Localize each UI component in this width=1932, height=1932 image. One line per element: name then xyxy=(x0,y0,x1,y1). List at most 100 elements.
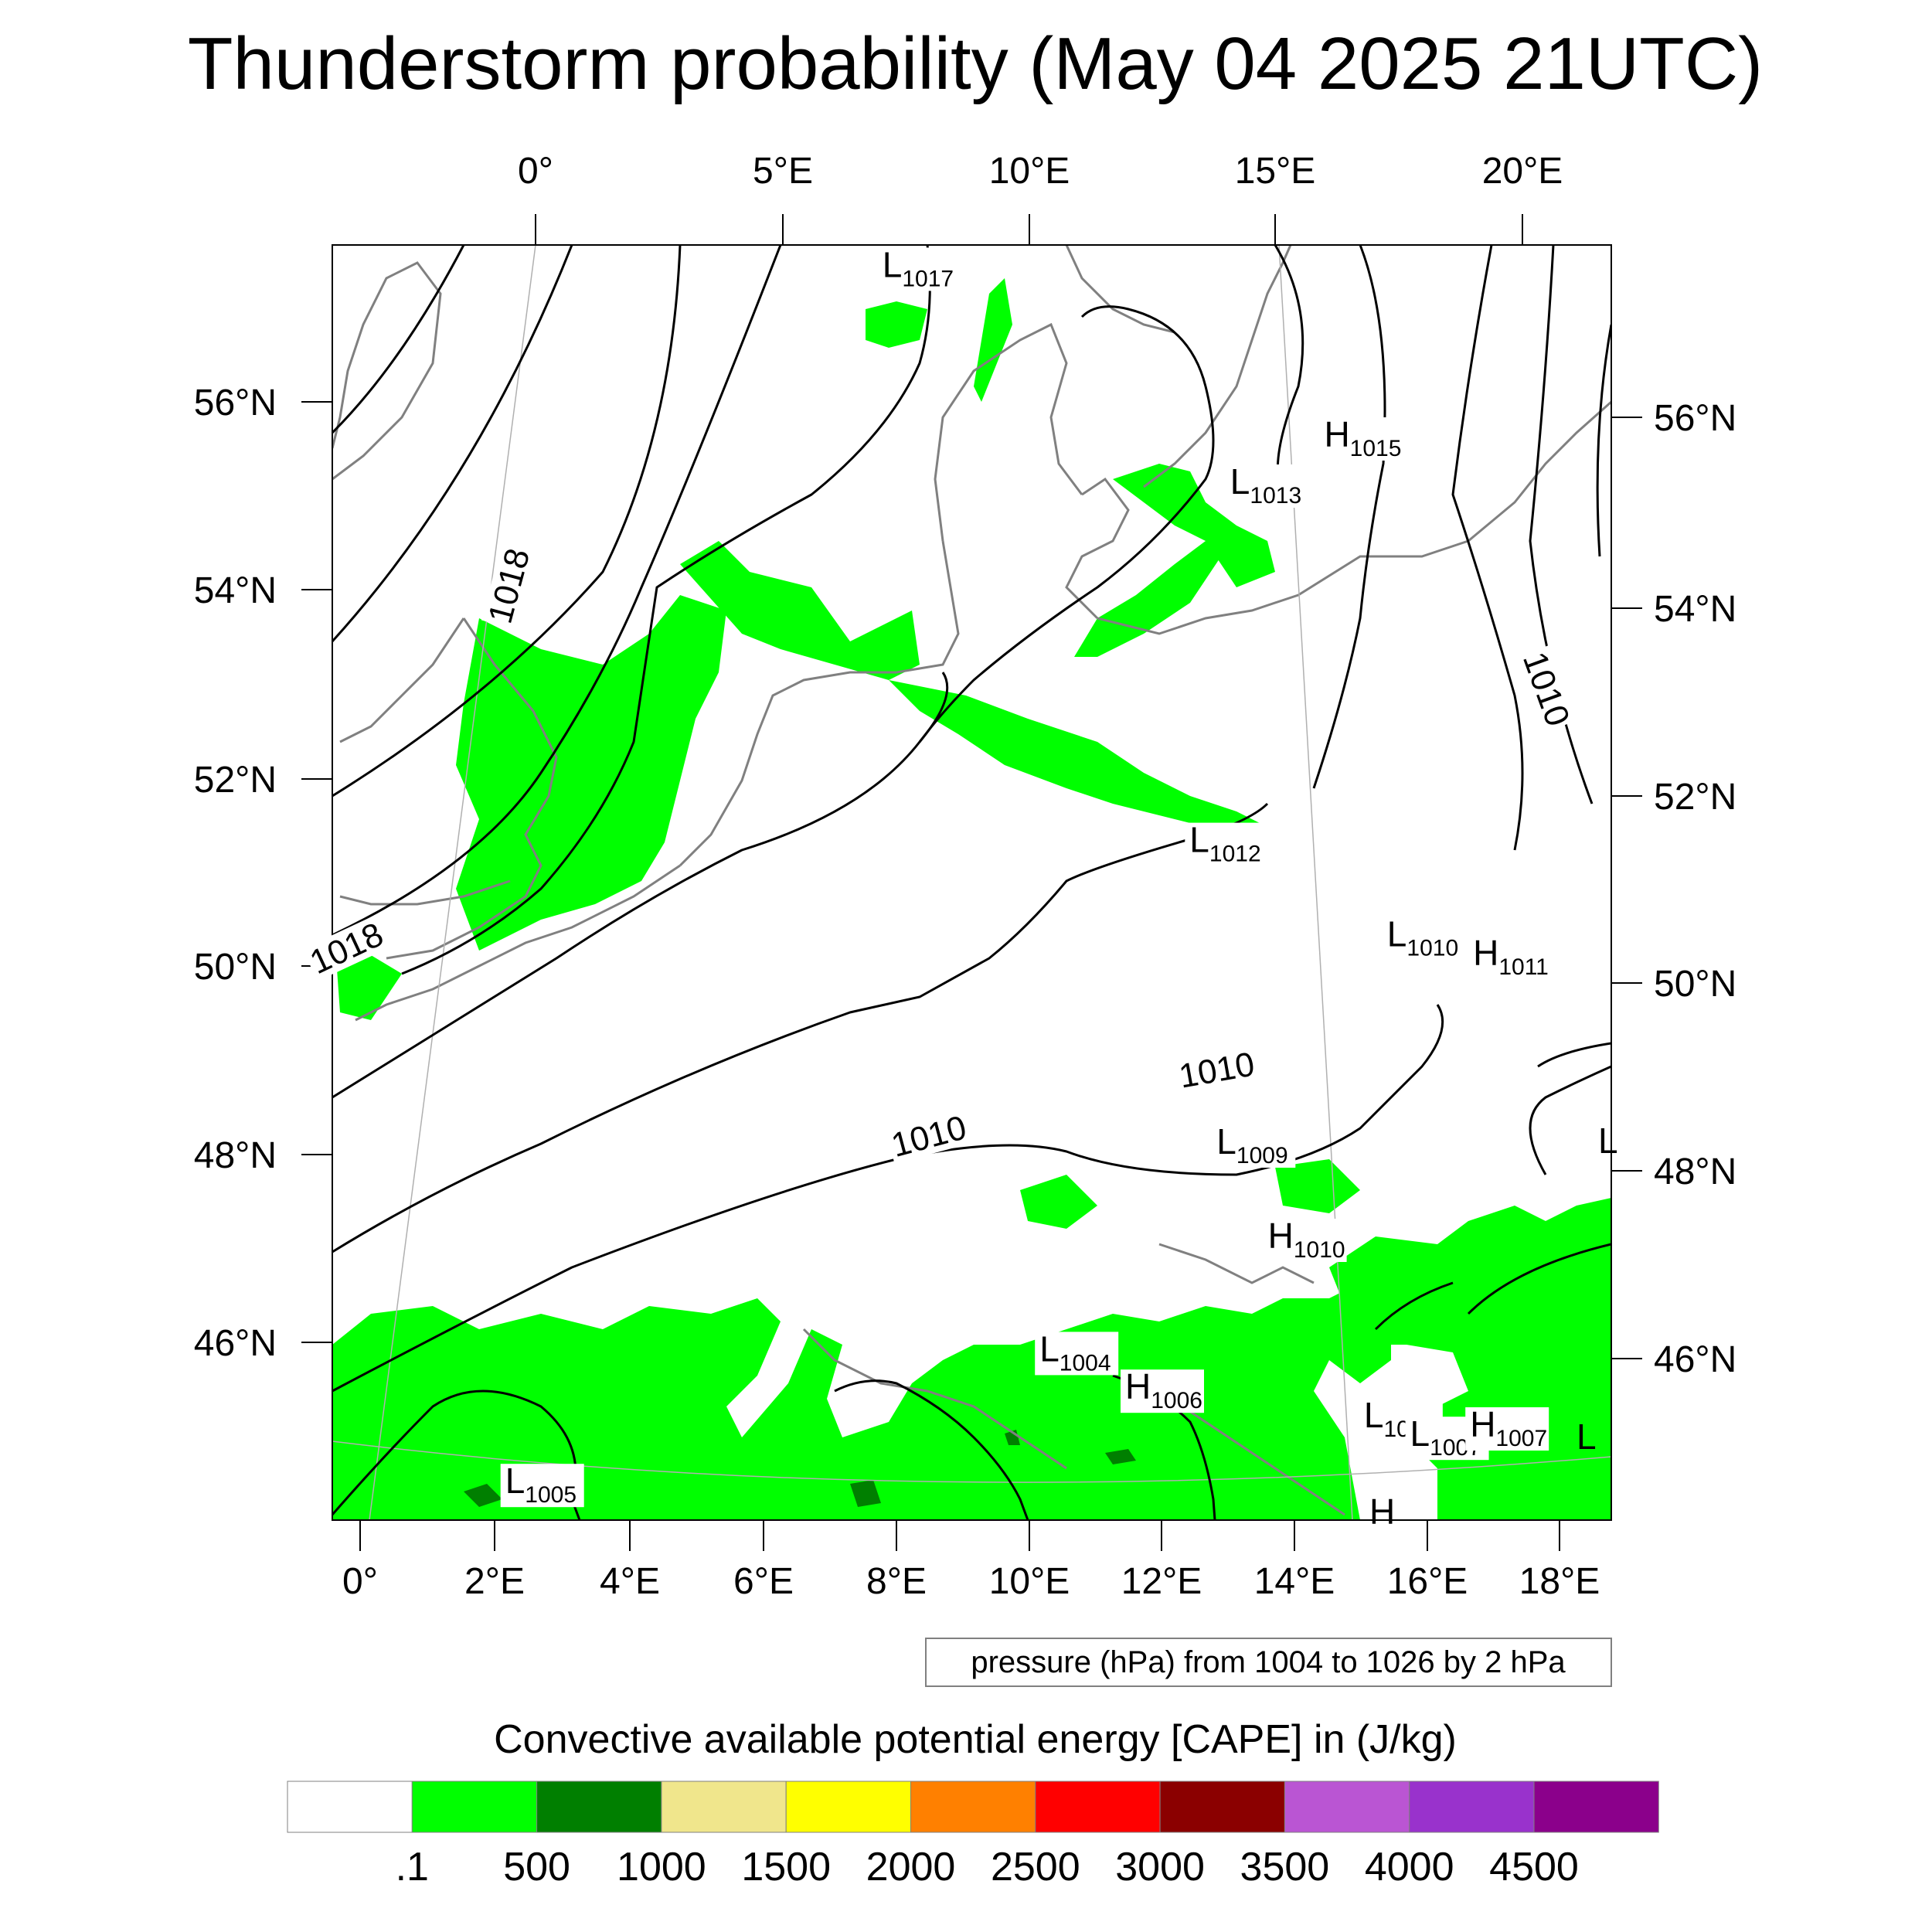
colorbar-boxes xyxy=(287,1781,1659,1833)
coast-netherlands xyxy=(679,671,896,867)
isobar-1018 xyxy=(401,245,931,975)
tick-label: 46°N xyxy=(194,1323,277,1364)
pressure-center-text: L1017 xyxy=(883,244,954,291)
colorbar-label: 1500 xyxy=(741,1845,831,1889)
colorbar-title: Convective available potential energy [C… xyxy=(494,1717,1457,1762)
pressure-centers: L1017 H1015 L1013 L1012 L1010 H1011 L1009 H1010… xyxy=(500,244,1553,1508)
pressure-center-text: L1010 xyxy=(1387,914,1458,961)
map-panel: 0° 5°E 10°E 15°E 20°E 0° 2°E 4°E 6°E 8°E… xyxy=(194,151,1737,1602)
tick-label: 48°N xyxy=(194,1135,277,1176)
coast-baltic-east xyxy=(1468,400,1611,543)
pressure-center-text: H1010 xyxy=(1268,1216,1345,1263)
pressure-note: pressure (hPa) from 1004 to 1026 by 2 hP… xyxy=(925,1638,1612,1687)
low-pressure-label: L1005 xyxy=(500,1461,584,1508)
coast-england-east xyxy=(386,617,558,960)
cape-area-wales xyxy=(336,951,402,1020)
cape-area-north-sea xyxy=(680,541,920,680)
isobar-label: 1010 xyxy=(1174,1045,1260,1096)
coast-norway-south xyxy=(1065,245,1175,334)
cape-area-czech xyxy=(1275,1159,1360,1213)
tick-label: 56°N xyxy=(1654,398,1736,439)
colorbar-label: 2000 xyxy=(866,1845,956,1889)
colorbar-swatch xyxy=(536,1781,662,1833)
tick-label: 46°N xyxy=(1654,1339,1736,1380)
tick-label: 56°N xyxy=(194,383,277,423)
pressure-center-text: L1012 xyxy=(1189,820,1260,867)
cape-area-baltic-west xyxy=(1074,541,1221,657)
isobar-label-text: 1010 xyxy=(887,1108,970,1165)
cut-low-label: L xyxy=(1598,1121,1618,1161)
tick-label: 52°N xyxy=(194,760,277,801)
tick-label: 10°E xyxy=(989,1561,1070,1602)
isobar-label-text: 1010 xyxy=(1515,647,1577,731)
tick-label: 6°E xyxy=(733,1561,794,1602)
high-pressure-label: H1011 xyxy=(1468,933,1553,980)
cut-high-label: H xyxy=(1369,1492,1395,1532)
colorbar-swatch xyxy=(1159,1781,1285,1833)
tick-label: 10°E xyxy=(989,151,1070,192)
left-tick-labels: 56°N 54°N 52°N 50°N 48°N 46°N xyxy=(194,383,277,1364)
cut-low-label: L xyxy=(1577,1417,1597,1457)
cape-area-denmark-strip xyxy=(974,278,1012,402)
colorbar-swatch xyxy=(1533,1781,1659,1833)
colorbar-label: 3500 xyxy=(1240,1845,1330,1889)
tick-label: 12°E xyxy=(1121,1561,1202,1602)
low-pressure-label: L1009 xyxy=(1212,1121,1296,1168)
coast-denmark-islands xyxy=(1065,477,1130,620)
tick-label: 50°N xyxy=(1654,964,1736,1005)
right-tick-labels: 56°N 54°N 52°N 50°N 48°N 46°N xyxy=(1654,398,1736,1380)
tick-label: 4°E xyxy=(600,1561,660,1602)
cape-field xyxy=(332,278,1611,1520)
coast-jutland xyxy=(934,322,1083,542)
isobar-label: 1010 xyxy=(885,1108,973,1165)
colorbar-swatch xyxy=(411,1781,538,1833)
isobar-label-text: 1010 xyxy=(1176,1045,1257,1095)
colorbar-label: 1000 xyxy=(617,1845,706,1889)
tick-label: 54°N xyxy=(1654,589,1736,630)
cape-area-britain-netherlands xyxy=(456,595,726,951)
tick-label: 20°E xyxy=(1482,151,1563,192)
tick-label: 0° xyxy=(342,1561,378,1602)
cut-labels: L L H xyxy=(1369,1121,1618,1532)
colorbar-label: 3000 xyxy=(1115,1845,1205,1889)
isobar-label-text: 1018 xyxy=(481,545,538,628)
pressure-center-text: L1007 xyxy=(1410,1413,1481,1461)
pressure-center-text: H1015 xyxy=(1324,414,1401,461)
coast-german-bight xyxy=(896,540,960,674)
isobars xyxy=(332,245,1611,1520)
pressure-center-text: H1006 xyxy=(1125,1366,1202,1413)
tick-label: 54°N xyxy=(194,570,277,611)
border-central-1 xyxy=(1158,1243,1315,1284)
cape-area-germany-band xyxy=(889,680,1267,835)
tick-label: 52°N xyxy=(1654,777,1736,818)
tick-label: 5°E xyxy=(753,151,813,192)
coast-italy-west xyxy=(802,1328,1067,1470)
pressure-center-text: L1004 xyxy=(1039,1328,1111,1376)
coast-sweden xyxy=(1143,245,1292,488)
colorbar-swatch xyxy=(910,1781,1036,1833)
colorbar-swatch xyxy=(661,1781,787,1833)
cape-area-norway xyxy=(866,301,927,348)
colorbar-swatch xyxy=(287,1781,413,1833)
cape-area-central-spots xyxy=(1020,1175,1097,1229)
tick-label: 15°E xyxy=(1235,151,1316,192)
high-pressure-label: H1006 xyxy=(1121,1366,1204,1413)
high-pressure-label: H1015 xyxy=(1319,414,1403,461)
coast-baltic-south xyxy=(1097,539,1469,635)
coast-channel xyxy=(339,879,511,906)
tick-label: 48°N xyxy=(1654,1151,1736,1192)
axis-ticks xyxy=(301,214,1642,1551)
page-title: Thunderstorm probability (May 04 2025 21… xyxy=(188,22,1763,105)
low-pressure-label: L1013 xyxy=(1225,461,1309,509)
pressure-note-text: pressure (hPa) from 1004 to 1026 by 2 hP… xyxy=(971,1645,1566,1679)
pressure-center-text: H1011 xyxy=(1473,933,1549,980)
tick-label: 2°E xyxy=(464,1561,525,1602)
colorbar-labels: .1 500 1000 1500 2000 2500 3000 3500 4000 4500 xyxy=(396,1845,1579,1889)
low-pressure-label: L1012 xyxy=(1185,820,1269,867)
colorbar-swatch xyxy=(785,1781,912,1833)
high-pressure-label: H1007 xyxy=(1465,1404,1549,1451)
graticule xyxy=(332,245,1611,1520)
colorbar-label: .1 xyxy=(396,1845,429,1889)
low-pressure-label: L1010 xyxy=(1382,914,1466,961)
